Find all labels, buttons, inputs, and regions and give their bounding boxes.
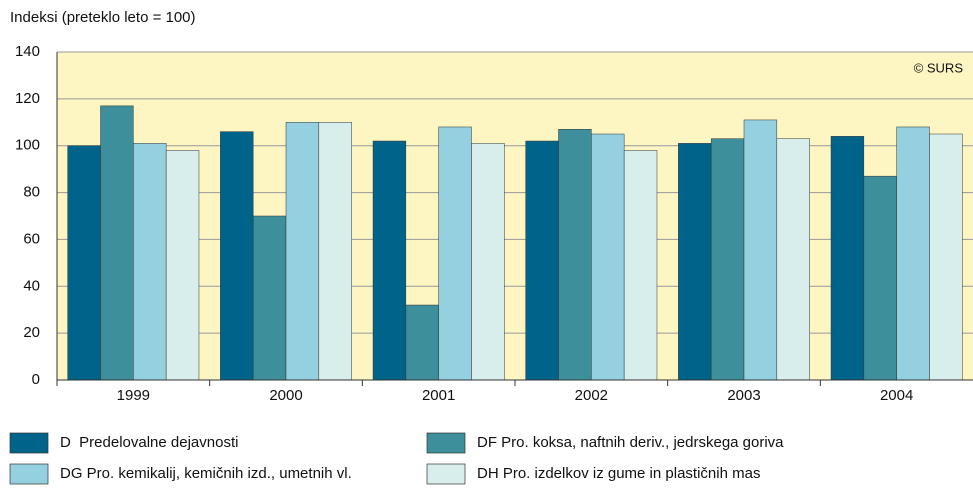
bar	[372, 140, 407, 381]
x-tick-label: 2001	[422, 387, 455, 404]
legend-label: DG Pro. kemikalij, kemičnih izd., umetni…	[60, 465, 352, 482]
bar	[525, 140, 559, 381]
legend-label: DH Pro. izdelkov iz gume in plastičnih m…	[477, 465, 760, 482]
legend-label: DF Pro. koksa, naftnih deriv., jedrskega…	[477, 434, 784, 451]
bar	[591, 133, 625, 381]
bar	[776, 138, 810, 381]
bar	[252, 215, 287, 381]
x-tick-label: 2002	[575, 387, 608, 404]
bar	[100, 105, 134, 381]
annotation: © SURS	[914, 60, 964, 75]
legend-swatch	[426, 432, 466, 454]
bar	[896, 126, 930, 381]
bar	[471, 143, 505, 381]
y-tick-label: 140	[15, 43, 40, 60]
y-tick-label: 120	[15, 90, 40, 107]
bar	[285, 122, 320, 381]
bar	[438, 126, 472, 381]
plot-background	[57, 52, 973, 380]
x-tick-label: 2004	[880, 387, 913, 404]
legend-swatch	[9, 432, 49, 454]
bar	[863, 175, 897, 381]
y-tick-label: 0	[32, 371, 40, 388]
y-tick-label: 100	[15, 137, 40, 154]
bar	[405, 304, 439, 381]
bar	[165, 150, 200, 381]
y-tick-label: 80	[23, 184, 40, 201]
bar	[743, 119, 778, 381]
bar	[67, 145, 101, 381]
bar	[318, 122, 352, 381]
x-tick-label: 2000	[269, 387, 302, 404]
legend-label: D Predelovalne dejavnosti	[60, 434, 238, 451]
bar	[133, 143, 167, 381]
legend-swatch	[426, 463, 466, 485]
legend-swatch	[9, 463, 49, 485]
y-tick-label: 60	[23, 230, 40, 247]
bar	[830, 136, 865, 381]
x-tick-label: 2003	[727, 387, 760, 404]
bar	[710, 138, 745, 381]
bar	[220, 131, 254, 381]
y-tick-label: 40	[23, 277, 40, 294]
y-tick-label: 20	[23, 324, 40, 341]
bar	[558, 129, 592, 381]
bar	[678, 143, 712, 381]
bar	[623, 150, 658, 381]
bar	[929, 133, 963, 381]
chart-title: Indeksi (preteklo leto = 100)	[10, 9, 196, 26]
x-tick-label: 1999	[117, 387, 150, 404]
